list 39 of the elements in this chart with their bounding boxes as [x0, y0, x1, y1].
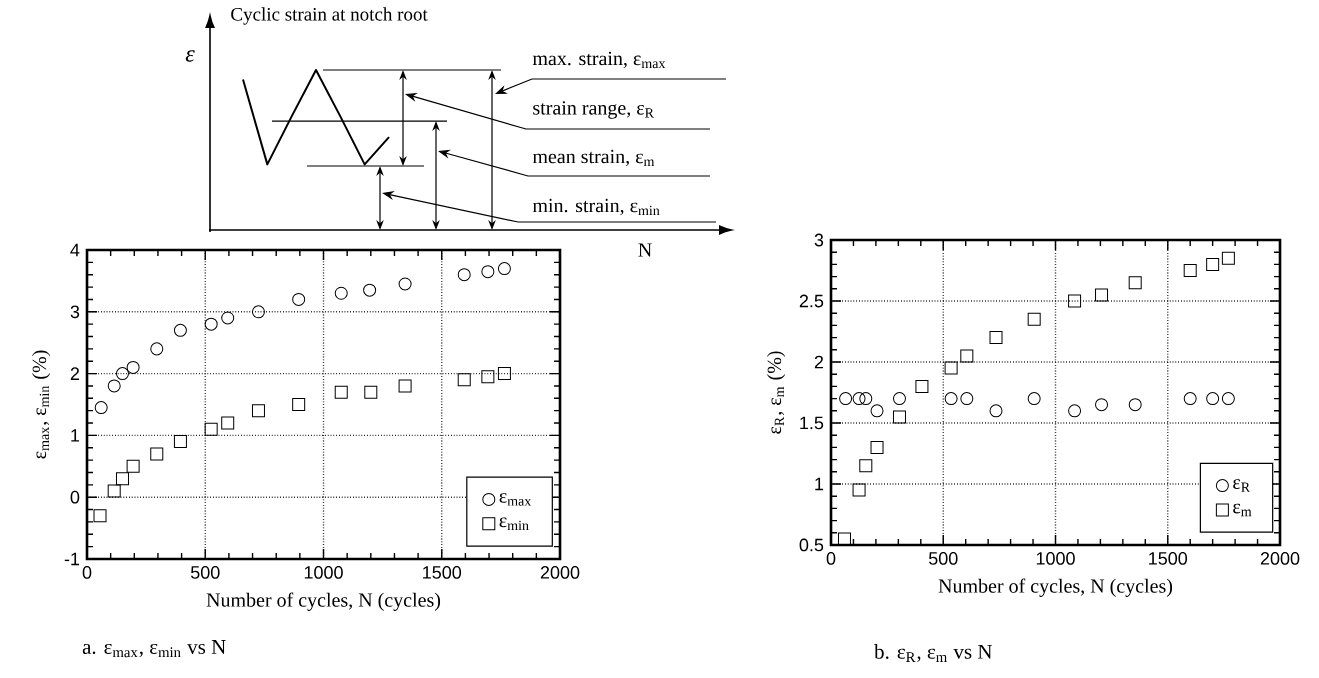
- legend-label: ε$_{max}$: [499, 493, 532, 506]
- text: max. strain, ε$_{max}$: [532, 51, 666, 69]
- x-axis-title: Number of cycles, N (cycles): [938, 578, 1173, 597]
- text: min. strain, ε$_{min}$: [532, 198, 660, 216]
- x-tick-label: 0: [826, 552, 836, 565]
- x-tick-label: 1500: [1149, 552, 1188, 565]
- y-tick-label: 2: [70, 367, 80, 380]
- legend-label: ε$_{m}$: [1233, 503, 1252, 517]
- y-axis-title: ε$_{R}$, ε$_{m}$ (%): [767, 351, 786, 434]
- x-axis-title: Number of cycles, N (cycles): [206, 592, 441, 611]
- y-tick-label: 0: [70, 490, 80, 504]
- chart-title: Cyclic strain at notch root: [231, 7, 428, 25]
- y-axis-title: ε$_{max}$, ε$_{min}$ (%): [32, 350, 51, 459]
- x-tick-label: 1000: [1036, 552, 1075, 565]
- y-tick-label: 3: [70, 305, 80, 319]
- y-tick-label: 2: [814, 355, 824, 369]
- y-tick-label: 4: [70, 243, 80, 257]
- x-tick-label: 2000: [1260, 552, 1300, 565]
- x-tick-label: 1500: [423, 566, 462, 579]
- x-tick-label: 2000: [540, 566, 580, 579]
- y-axis-title: ε: [185, 50, 195, 62]
- x-tick-label: 0: [82, 566, 92, 579]
- y-tick-label: 1: [815, 477, 824, 491]
- y-tick-label: 1: [71, 429, 80, 442]
- x-tick-label: 500: [190, 566, 220, 579]
- text: strain range, ε$_{R}$: [533, 101, 654, 119]
- legend-label: ε$_{min}$: [499, 517, 529, 531]
- y-tick-label: 1.5: [800, 416, 824, 430]
- y-tick-label: 0.5: [799, 538, 824, 552]
- y-tick-label: -1: [64, 552, 80, 566]
- text: mean strain, ε$_{m}$: [532, 149, 655, 167]
- x-tick-label: 500: [928, 552, 958, 565]
- text: b. ε$_{R}$, ε$_{m}$ vs N: [874, 644, 993, 662]
- y-tick-label: 2.5: [799, 294, 824, 308]
- legend-label: ε$_{R}$: [1233, 479, 1251, 492]
- text: a. ε$_{max}$, ε$_{min}$ vs N: [82, 640, 226, 658]
- y-tick-label: 3: [814, 233, 824, 247]
- x-tick-label: 1000: [304, 566, 343, 579]
- text: N: [638, 243, 652, 257]
